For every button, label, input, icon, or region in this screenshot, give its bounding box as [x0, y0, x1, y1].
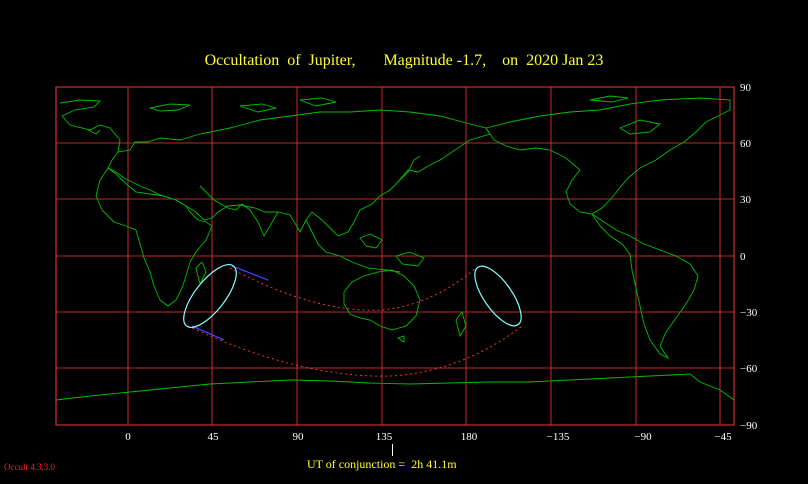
coast-eurasia [59, 99, 491, 237]
version-label: Occult 4.3.3.0 [4, 462, 55, 472]
path-south-daylight [191, 325, 225, 341]
lat-label: 30 [740, 194, 751, 206]
lon-label: 45 [207, 431, 219, 443]
coast-antarctica [55, 373, 735, 401]
rise-set-curve-east [474, 265, 522, 327]
coast-north-america [485, 97, 731, 215]
conjunction-time: UT of conjunction = 2h 41.1m [307, 457, 457, 471]
coastlines [55, 95, 735, 401]
lon-label: 180 [460, 431, 478, 443]
lat-label: 60 [740, 138, 751, 150]
lat-label: −90 [740, 420, 758, 432]
coast-new-zealand [455, 311, 467, 338]
graticule [56, 87, 734, 425]
coast-arabia-india [199, 185, 279, 237]
rise-set-curve-west [183, 264, 237, 328]
coast-tasmania [396, 335, 405, 343]
coast-arctic-3 [299, 97, 337, 107]
coast-borneo [359, 233, 383, 249]
map-title: Occultation of Jupiter, Magnitude -1.7, … [204, 52, 604, 69]
path-north-limit [229, 267, 477, 311]
lon-label: −45 [714, 431, 732, 443]
coast-britain [87, 129, 101, 135]
lat-label: 90 [740, 82, 751, 94]
coast-south-america [591, 213, 699, 360]
lon-label: 0 [125, 431, 131, 443]
coast-madagascar [195, 261, 207, 286]
lon-label: 90 [292, 431, 304, 443]
coast-arctic-2 [239, 103, 277, 113]
occultation-path [183, 264, 523, 377]
coast-arctic-1 [149, 103, 191, 112]
lat-label: −60 [740, 363, 758, 375]
coast-hudson-bay [618, 119, 662, 135]
conjunction-tick [392, 444, 393, 456]
lat-label: 0 [740, 251, 746, 263]
coast-japan [397, 155, 421, 183]
coast-africa [95, 167, 213, 307]
path-south-limit [187, 325, 523, 377]
lon-label: −135 [546, 431, 570, 443]
lat-label: −30 [740, 307, 758, 319]
coast-australia [343, 269, 421, 331]
coast-canadian-arctic [589, 95, 629, 103]
coast-new-guinea [395, 251, 425, 267]
path-north-daylight [231, 265, 269, 281]
lon-label: −90 [634, 431, 652, 443]
lon-label: 135 [375, 431, 393, 443]
coast-indonesia [305, 219, 401, 273]
